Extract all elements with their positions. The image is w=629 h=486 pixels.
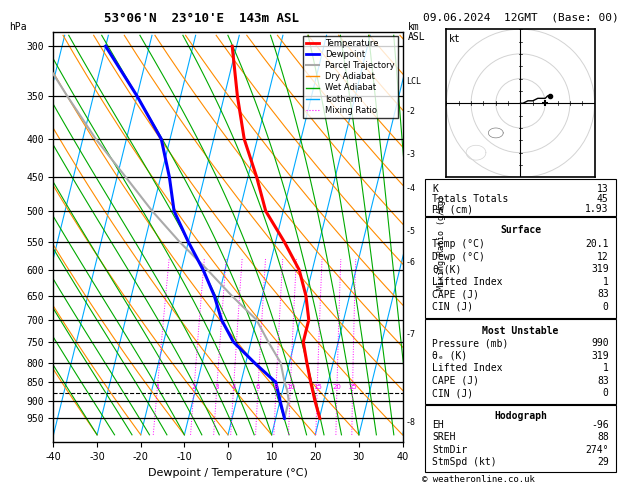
Text: CIN (J): CIN (J): [432, 388, 474, 399]
Text: 1.93: 1.93: [585, 205, 609, 214]
Text: 4: 4: [231, 384, 236, 390]
Text: -2: -2: [406, 106, 416, 116]
Text: 88: 88: [597, 433, 609, 442]
Text: 0: 0: [603, 388, 609, 399]
Text: CIN (J): CIN (J): [432, 302, 474, 312]
Text: Lifted Index: Lifted Index: [432, 277, 503, 287]
Text: 25: 25: [348, 384, 357, 390]
Text: km: km: [408, 22, 420, 32]
Text: 10: 10: [286, 384, 295, 390]
Text: 319: 319: [591, 350, 609, 361]
Text: 1: 1: [155, 384, 160, 390]
Text: -8: -8: [406, 418, 416, 427]
Text: 0: 0: [603, 302, 609, 312]
Text: LCL: LCL: [406, 76, 421, 86]
Text: Mixing Ratio (g/kg): Mixing Ratio (g/kg): [437, 195, 446, 291]
Text: -7: -7: [406, 330, 416, 339]
Text: 12: 12: [597, 252, 609, 262]
Text: θₑ (K): θₑ (K): [432, 350, 467, 361]
Text: 13: 13: [597, 184, 609, 194]
X-axis label: Dewpoint / Temperature (°C): Dewpoint / Temperature (°C): [148, 468, 308, 478]
Text: hPa: hPa: [9, 22, 27, 32]
Text: 15: 15: [313, 384, 321, 390]
Text: CAPE (J): CAPE (J): [432, 376, 479, 386]
Text: Pressure (mb): Pressure (mb): [432, 338, 509, 348]
Text: -3: -3: [406, 150, 416, 158]
Text: EH: EH: [432, 420, 444, 430]
Text: 319: 319: [591, 264, 609, 275]
FancyBboxPatch shape: [425, 319, 616, 404]
Text: 8: 8: [274, 384, 278, 390]
Text: 2: 2: [192, 384, 196, 390]
Text: Dewp (°C): Dewp (°C): [432, 252, 485, 262]
Text: 274°: 274°: [585, 445, 609, 455]
FancyBboxPatch shape: [425, 217, 616, 318]
Text: 990: 990: [591, 338, 609, 348]
Text: 83: 83: [597, 376, 609, 386]
Text: Most Unstable: Most Unstable: [482, 326, 559, 336]
Text: -6: -6: [406, 258, 416, 267]
Text: -96: -96: [591, 420, 609, 430]
Text: 1: 1: [603, 277, 609, 287]
Text: Hodograph: Hodograph: [494, 411, 547, 421]
FancyBboxPatch shape: [425, 179, 616, 216]
Text: -4: -4: [406, 184, 416, 192]
Text: 3: 3: [214, 384, 219, 390]
Text: Totals Totals: Totals Totals: [432, 194, 509, 204]
FancyBboxPatch shape: [425, 405, 616, 472]
Text: 20: 20: [333, 384, 342, 390]
Text: K: K: [432, 184, 438, 194]
Text: -5: -5: [406, 227, 416, 237]
Text: 83: 83: [597, 289, 609, 299]
Text: θₑ(K): θₑ(K): [432, 264, 462, 275]
Text: 29: 29: [597, 457, 609, 468]
Text: 1: 1: [603, 363, 609, 373]
Text: PW (cm): PW (cm): [432, 205, 474, 214]
Text: 6: 6: [256, 384, 260, 390]
Text: kt: kt: [449, 34, 461, 44]
Text: Lifted Index: Lifted Index: [432, 363, 503, 373]
Text: 45: 45: [597, 194, 609, 204]
Text: 53°06'N  23°10'E  143m ASL: 53°06'N 23°10'E 143m ASL: [104, 12, 299, 25]
Legend: Temperature, Dewpoint, Parcel Trajectory, Dry Adiabat, Wet Adiabat, Isotherm, Mi: Temperature, Dewpoint, Parcel Trajectory…: [303, 36, 398, 118]
Text: 09.06.2024  12GMT  (Base: 00): 09.06.2024 12GMT (Base: 00): [423, 12, 618, 22]
Text: SREH: SREH: [432, 433, 456, 442]
Text: © weatheronline.co.uk: © weatheronline.co.uk: [421, 474, 535, 484]
Text: Surface: Surface: [500, 226, 541, 235]
Text: Temp (°C): Temp (°C): [432, 240, 485, 249]
Text: ASL: ASL: [408, 32, 425, 42]
Text: StmSpd (kt): StmSpd (kt): [432, 457, 497, 468]
Text: 20.1: 20.1: [585, 240, 609, 249]
Text: StmDir: StmDir: [432, 445, 467, 455]
Text: CAPE (J): CAPE (J): [432, 289, 479, 299]
